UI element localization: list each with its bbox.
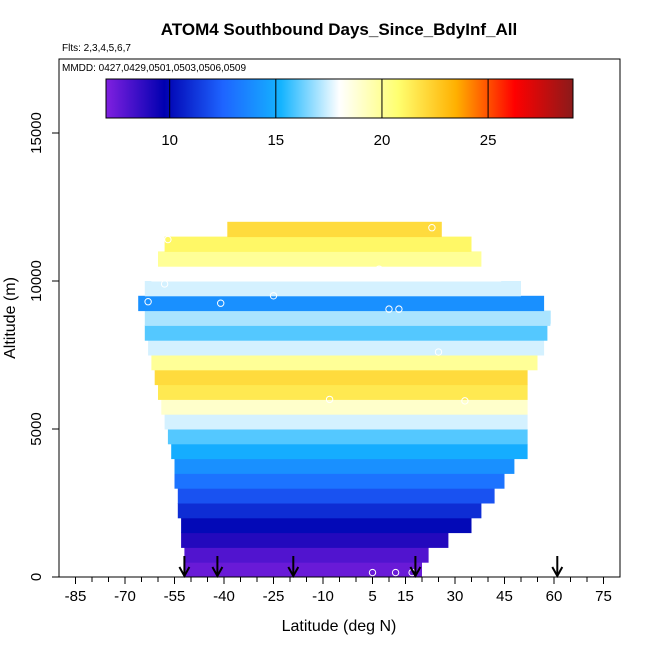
sample-point bbox=[325, 395, 334, 404]
x-tick-label: 30 bbox=[447, 588, 464, 605]
heatmap-cell bbox=[227, 221, 442, 238]
flight-arrow-head bbox=[551, 566, 564, 579]
x-tick-label: 60 bbox=[546, 588, 563, 605]
chart-title: ATOM4 Southbound Days_Since_BdyInf_All bbox=[161, 20, 517, 39]
sample-point bbox=[217, 299, 225, 307]
heatmap-cell bbox=[181, 517, 472, 534]
sample-point bbox=[461, 397, 469, 405]
flight-arrow-head bbox=[211, 566, 224, 579]
heatmap-cell bbox=[144, 325, 548, 341]
y-tick-label: 10000 bbox=[28, 260, 45, 302]
heatmap-cell bbox=[177, 488, 495, 504]
heatmap-cell bbox=[164, 414, 528, 430]
sample-point bbox=[375, 265, 383, 273]
y-tick-label: 5000 bbox=[28, 412, 45, 445]
flight-arrow-head bbox=[409, 566, 422, 579]
heatmap-cell bbox=[174, 458, 515, 474]
heatmap-cell bbox=[167, 429, 528, 445]
y-tick-label: 0 bbox=[28, 573, 45, 581]
x-tick-label: 75 bbox=[595, 588, 612, 605]
y-tick-label: 15000 bbox=[28, 112, 45, 154]
sample-point bbox=[395, 305, 403, 313]
sample-point bbox=[144, 298, 152, 306]
heatmap-cell bbox=[171, 443, 528, 460]
flight-arrows bbox=[178, 556, 564, 579]
heatmap-cell bbox=[154, 369, 528, 386]
colorbar-gradient bbox=[105, 78, 574, 119]
sample-point bbox=[428, 224, 436, 232]
sample-point bbox=[160, 280, 169, 288]
heatmap-cell bbox=[184, 547, 429, 563]
sample-point bbox=[434, 348, 443, 356]
sample-points bbox=[127, 224, 558, 577]
heatmap-cell bbox=[174, 473, 505, 489]
dates-note: MMDD: 0427,0429,0501,0503,0506,0509 bbox=[62, 63, 246, 74]
heatmap-cell bbox=[181, 532, 449, 548]
colorbar-tick-label: 10 bbox=[161, 132, 178, 149]
flight-arrow-head bbox=[178, 566, 191, 579]
sample-point bbox=[368, 568, 377, 577]
x-tick-label: -25 bbox=[263, 588, 285, 605]
heatmap-cell bbox=[138, 295, 545, 312]
heatmap-cell bbox=[184, 562, 422, 578]
x-tick-label: 45 bbox=[496, 588, 513, 605]
colorbar-ticks: 10 15 20 25 bbox=[161, 79, 496, 149]
x-tick-label: -55 bbox=[164, 588, 186, 605]
colorbar-tick-label: 25 bbox=[480, 132, 497, 149]
heatmap-cell bbox=[158, 384, 528, 400]
x-tick-label: 5 bbox=[368, 588, 376, 605]
x-tick-label: -10 bbox=[312, 588, 334, 605]
sample-point bbox=[164, 235, 172, 244]
heatmap-layers bbox=[138, 221, 551, 578]
x-tick-label: -70 bbox=[114, 588, 136, 605]
heatmap-cell bbox=[144, 281, 522, 297]
heatmap-cell bbox=[177, 503, 482, 519]
colorbar-tick-label: 20 bbox=[374, 132, 391, 149]
sample-point bbox=[269, 292, 278, 300]
heatmap-cell bbox=[148, 340, 545, 356]
heatmap-cell bbox=[164, 236, 472, 252]
x-axis-label: Latitude (deg N) bbox=[282, 618, 397, 635]
y-axis-label: Altitude (m) bbox=[2, 277, 19, 359]
heatmap-cell bbox=[158, 251, 482, 267]
x-tick-label: 15 bbox=[397, 588, 414, 605]
sample-point bbox=[391, 568, 400, 577]
heatmap-cell bbox=[151, 355, 538, 371]
x-tick-label: -85 bbox=[65, 588, 87, 605]
x-tick-label: -40 bbox=[213, 588, 235, 605]
sample-point bbox=[127, 298, 136, 306]
flights-note: Flts: 2,3,4,5,6,7 bbox=[62, 43, 131, 54]
colorbar: 10 15 20 25 bbox=[105, 78, 574, 149]
sample-point bbox=[385, 305, 393, 313]
flight-arrow-head bbox=[287, 566, 300, 579]
colorbar-tick-label: 15 bbox=[267, 132, 284, 149]
sample-point bbox=[550, 321, 558, 330]
heatmap-cell bbox=[144, 310, 551, 326]
x-axis: -85 -70 -55 -40 -25 -10 5 15 30 45 60 75 bbox=[65, 577, 612, 605]
heatmap-cell bbox=[151, 266, 502, 282]
y-axis: 0 5000 10000 15000 bbox=[28, 112, 59, 581]
heatmap-cell bbox=[161, 399, 528, 415]
